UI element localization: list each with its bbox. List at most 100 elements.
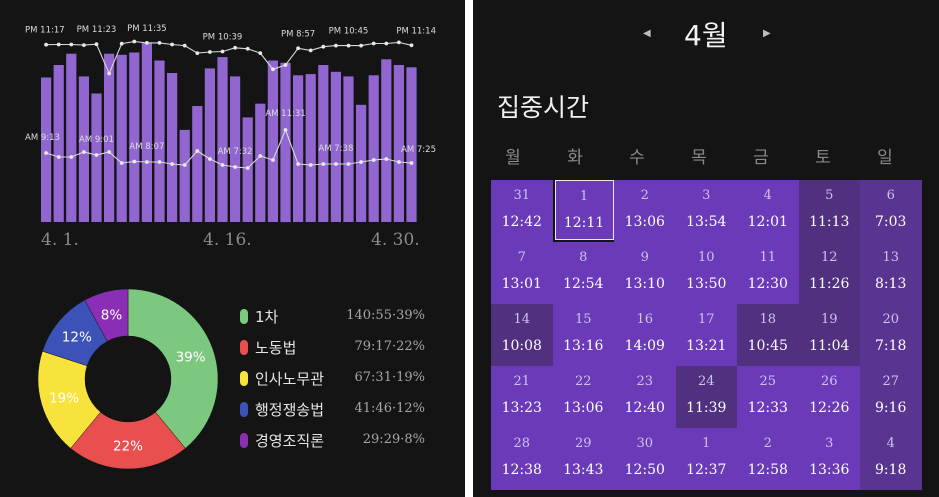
line-point[interactable] (44, 151, 48, 155)
day-bar[interactable] (330, 71, 341, 222)
calendar-day-cell[interactable]: 4 12:01 (737, 180, 799, 242)
line-point[interactable] (346, 43, 351, 48)
line-point[interactable] (334, 43, 338, 48)
day-bar[interactable] (167, 73, 178, 222)
line-point[interactable] (56, 155, 61, 159)
line-point[interactable] (195, 149, 200, 153)
day-bar[interactable] (53, 65, 64, 222)
line-point[interactable] (56, 42, 61, 47)
calendar-day-cell[interactable]: 20 7:18 (860, 304, 922, 366)
line-point[interactable] (384, 157, 389, 161)
calendar-day-cell[interactable]: 21 13:23 (491, 366, 553, 428)
line-point[interactable] (195, 51, 200, 55)
line-point[interactable] (145, 41, 149, 45)
line-point[interactable] (170, 42, 175, 47)
day-bar[interactable] (318, 65, 329, 222)
day-bar[interactable] (267, 60, 278, 223)
day-bar[interactable] (343, 76, 354, 223)
line-point[interactable] (397, 160, 401, 164)
line-point[interactable] (271, 158, 275, 162)
calendar-day-cell[interactable]: 8 12:54 (552, 242, 614, 304)
line-point[interactable] (271, 67, 275, 72)
day-bar[interactable] (154, 60, 165, 223)
line-point[interactable] (82, 43, 86, 47)
day-bar[interactable] (41, 77, 52, 223)
line-point[interactable] (182, 43, 187, 48)
calendar-day-cell[interactable]: 17 13:21 (675, 304, 737, 366)
calendar-day-cell[interactable]: 30 12:50 (614, 428, 676, 490)
calendar-day-cell[interactable]: 12 11:26 (798, 242, 860, 304)
line-point[interactable] (409, 43, 414, 48)
calendar-day-cell[interactable]: 11 12:30 (737, 242, 799, 304)
day-bar[interactable] (78, 76, 89, 223)
day-bar[interactable] (381, 59, 392, 222)
calendar-day-cell[interactable]: 31 12:42 (491, 180, 553, 242)
line-point[interactable] (384, 41, 389, 46)
line-point[interactable] (208, 50, 212, 54)
day-bar[interactable] (305, 74, 316, 222)
calendar-day-cell[interactable]: 27 9:16 (860, 366, 922, 428)
line-point[interactable] (132, 39, 137, 44)
line-point[interactable] (107, 71, 111, 76)
line-point[interactable] (82, 150, 86, 154)
day-bar[interactable] (141, 42, 152, 222)
line-point[interactable] (69, 42, 74, 47)
line-point[interactable] (208, 157, 212, 161)
calendar-day-cell[interactable]: 22 13:06 (552, 366, 614, 428)
calendar-day-cell[interactable]: 26 12:26 (798, 366, 860, 428)
line-point[interactable] (283, 128, 288, 132)
line-point[interactable] (258, 154, 263, 158)
day-bar[interactable] (230, 76, 241, 223)
line-point[interactable] (233, 165, 238, 169)
next-month-button[interactable]: ▶ (763, 28, 771, 39)
line-point[interactable] (119, 161, 124, 165)
line-point[interactable] (245, 46, 250, 51)
line-point[interactable] (132, 159, 137, 164)
line-point[interactable] (182, 163, 187, 167)
day-bar[interactable] (192, 106, 203, 222)
calendar-day-cell[interactable]: 14 10:08 (491, 304, 553, 366)
line-point[interactable] (94, 153, 99, 157)
calendar-day-cell[interactable]: 16 14:09 (614, 304, 676, 366)
calendar-day-cell[interactable]: 10 13:50 (675, 242, 737, 304)
calendar-day-cell[interactable]: 29 13:43 (552, 428, 614, 490)
line-point[interactable] (321, 44, 326, 49)
calendar-day-cell[interactable]: 18 10:45 (737, 304, 799, 366)
line-point[interactable] (359, 160, 363, 164)
line-point[interactable] (397, 40, 401, 45)
calendar-day-cell[interactable]: 2 12:58 (737, 428, 799, 490)
legend-item[interactable]: 행정쟁송법 41:46·12% (240, 399, 425, 421)
line-point[interactable] (308, 48, 313, 53)
day-bar[interactable] (66, 53, 77, 223)
line-point[interactable] (296, 46, 300, 51)
calendar-day-cell[interactable]: 1 12:11 (554, 180, 614, 240)
line-point[interactable] (233, 45, 238, 50)
line-point[interactable] (283, 63, 288, 67)
calendar-day-cell[interactable]: 9 13:10 (614, 242, 676, 304)
line-point[interactable] (69, 155, 74, 159)
line-point[interactable] (296, 162, 300, 166)
line-point[interactable] (157, 41, 162, 45)
line-point[interactable] (119, 41, 124, 46)
prev-month-button[interactable]: ◀ (643, 28, 651, 39)
calendar-day-cell[interactable]: 15 13:16 (552, 304, 614, 366)
line-point[interactable] (308, 163, 313, 167)
line-point[interactable] (170, 162, 175, 166)
calendar-day-cell[interactable]: 7 13:01 (491, 242, 553, 304)
day-bar[interactable] (91, 93, 102, 223)
line-point[interactable] (359, 43, 363, 48)
day-bar[interactable] (293, 75, 304, 222)
calendar-day-cell[interactable]: 28 12:38 (491, 428, 553, 490)
legend-item[interactable]: 노동법 79:17·22% (240, 337, 425, 359)
day-bar[interactable] (204, 68, 215, 223)
line-point[interactable] (44, 42, 48, 47)
calendar-day-cell[interactable]: 13 8:13 (860, 242, 922, 304)
day-bar[interactable] (179, 129, 190, 222)
day-bar[interactable] (406, 67, 417, 222)
day-bar[interactable] (280, 62, 291, 223)
line-point[interactable] (220, 49, 225, 54)
day-bar[interactable] (116, 54, 127, 222)
calendar-day-cell[interactable]: 25 12:33 (737, 366, 799, 428)
line-point[interactable] (334, 162, 338, 166)
line-point[interactable] (371, 158, 376, 162)
